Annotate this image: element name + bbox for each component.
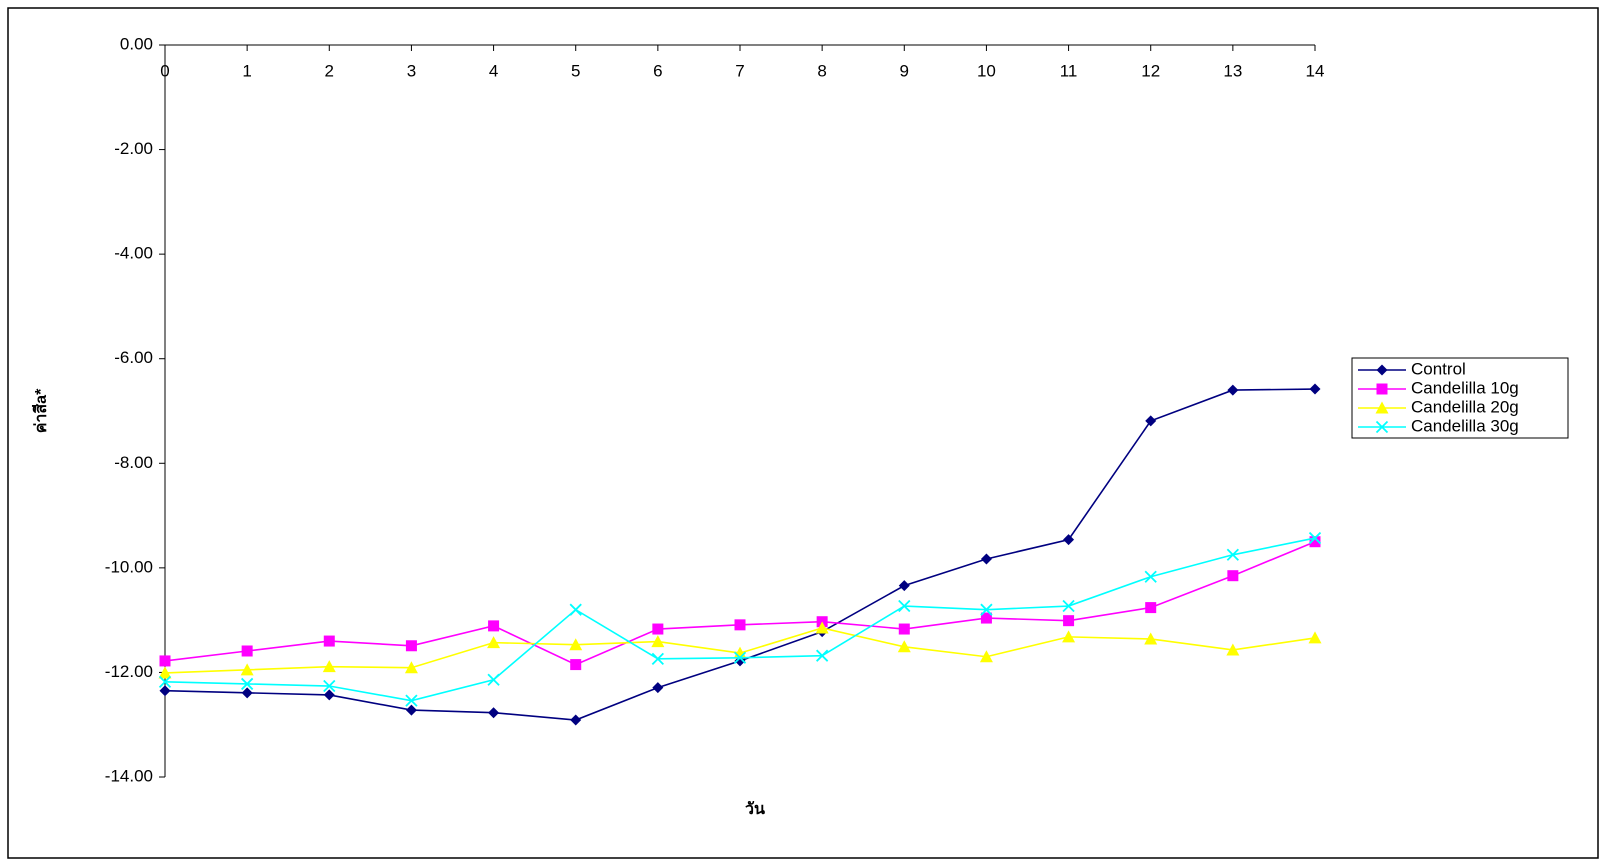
y-tick-label: -12.00 xyxy=(105,662,153,681)
marker xyxy=(1063,534,1075,546)
marker xyxy=(404,661,418,674)
marker xyxy=(405,640,417,652)
marker xyxy=(980,603,993,616)
y-axis-title: ค่าสีa* xyxy=(31,388,50,433)
marker xyxy=(1376,383,1388,395)
y-tick-label: -10.00 xyxy=(105,557,153,576)
marker xyxy=(1226,643,1240,656)
marker xyxy=(1309,536,1321,548)
x-tick-label: 7 xyxy=(735,61,744,80)
marker xyxy=(405,704,417,716)
marker xyxy=(323,635,335,647)
marker xyxy=(323,679,336,693)
marker xyxy=(1144,570,1157,583)
x-tick-label: 3 xyxy=(407,61,416,80)
marker xyxy=(816,649,829,662)
x-tick-label: 2 xyxy=(325,61,334,80)
marker xyxy=(241,677,254,691)
x-tick-label: 1 xyxy=(242,61,251,80)
marker xyxy=(1062,599,1075,613)
marker xyxy=(488,707,500,719)
marker xyxy=(323,689,335,701)
marker xyxy=(651,652,664,665)
x-axis-title: วัน xyxy=(745,800,765,818)
legend-label: Control xyxy=(1411,359,1466,378)
marker xyxy=(158,675,172,688)
x-tick-label: 14 xyxy=(1306,61,1325,80)
marker xyxy=(1144,632,1158,645)
x-tick-label: 12 xyxy=(1141,61,1160,80)
marker xyxy=(980,612,992,624)
marker xyxy=(1375,420,1389,434)
marker xyxy=(1308,631,1322,644)
marker xyxy=(241,645,253,657)
marker xyxy=(241,687,253,699)
marker xyxy=(898,623,910,635)
marker xyxy=(487,673,500,686)
chart-border xyxy=(7,7,1599,859)
marker xyxy=(158,666,172,679)
marker xyxy=(979,650,993,663)
marker xyxy=(1375,401,1389,414)
marker xyxy=(1226,548,1239,561)
x-tick-label: 6 xyxy=(653,61,662,80)
marker xyxy=(1062,630,1076,643)
marker xyxy=(569,638,583,651)
y-tick-label: -14.00 xyxy=(105,766,153,785)
marker xyxy=(1376,364,1388,376)
marker xyxy=(898,599,911,613)
marker xyxy=(322,660,336,673)
legend-box xyxy=(1351,357,1569,439)
marker xyxy=(652,623,664,635)
marker xyxy=(1227,570,1239,582)
marker xyxy=(1063,615,1075,627)
marker xyxy=(488,620,500,632)
marker xyxy=(159,685,171,697)
y-tick-label: -6.00 xyxy=(114,348,153,367)
marker xyxy=(487,636,501,649)
legend-label: Candelilla 10g xyxy=(1411,378,1519,397)
marker xyxy=(898,580,910,592)
y-tick-label: -4.00 xyxy=(114,244,153,263)
marker xyxy=(1145,415,1157,427)
marker xyxy=(651,635,665,648)
x-tick-label: 10 xyxy=(977,61,996,80)
x-tick-label: 11 xyxy=(1060,61,1078,80)
marker xyxy=(1309,383,1321,395)
marker xyxy=(240,663,254,676)
marker xyxy=(1145,602,1157,614)
x-tick-label: 9 xyxy=(900,61,909,80)
legend-label: Candelilla 30g xyxy=(1411,416,1519,435)
marker xyxy=(733,651,747,664)
x-tick-label: 5 xyxy=(571,61,580,80)
y-tick-label: 0.00 xyxy=(120,34,153,53)
y-tick-label: -2.00 xyxy=(114,139,153,158)
marker xyxy=(570,659,582,671)
series-line xyxy=(164,540,1316,666)
marker xyxy=(897,640,911,653)
marker xyxy=(980,553,992,565)
y-tick-label: -8.00 xyxy=(114,453,153,472)
marker xyxy=(569,603,582,616)
legend-label: Candelilla 20g xyxy=(1411,397,1519,416)
x-tick-label: 8 xyxy=(817,61,826,80)
marker xyxy=(1308,531,1322,545)
marker xyxy=(652,682,664,694)
x-tick-label: 0 xyxy=(160,61,169,80)
marker xyxy=(734,619,746,631)
marker xyxy=(405,694,418,707)
marker xyxy=(815,621,829,634)
series-line xyxy=(164,388,1316,721)
marker xyxy=(159,655,171,667)
x-tick-label: 4 xyxy=(489,61,498,80)
marker xyxy=(570,714,582,726)
x-tick-label: 13 xyxy=(1223,61,1242,80)
marker xyxy=(1227,384,1239,396)
